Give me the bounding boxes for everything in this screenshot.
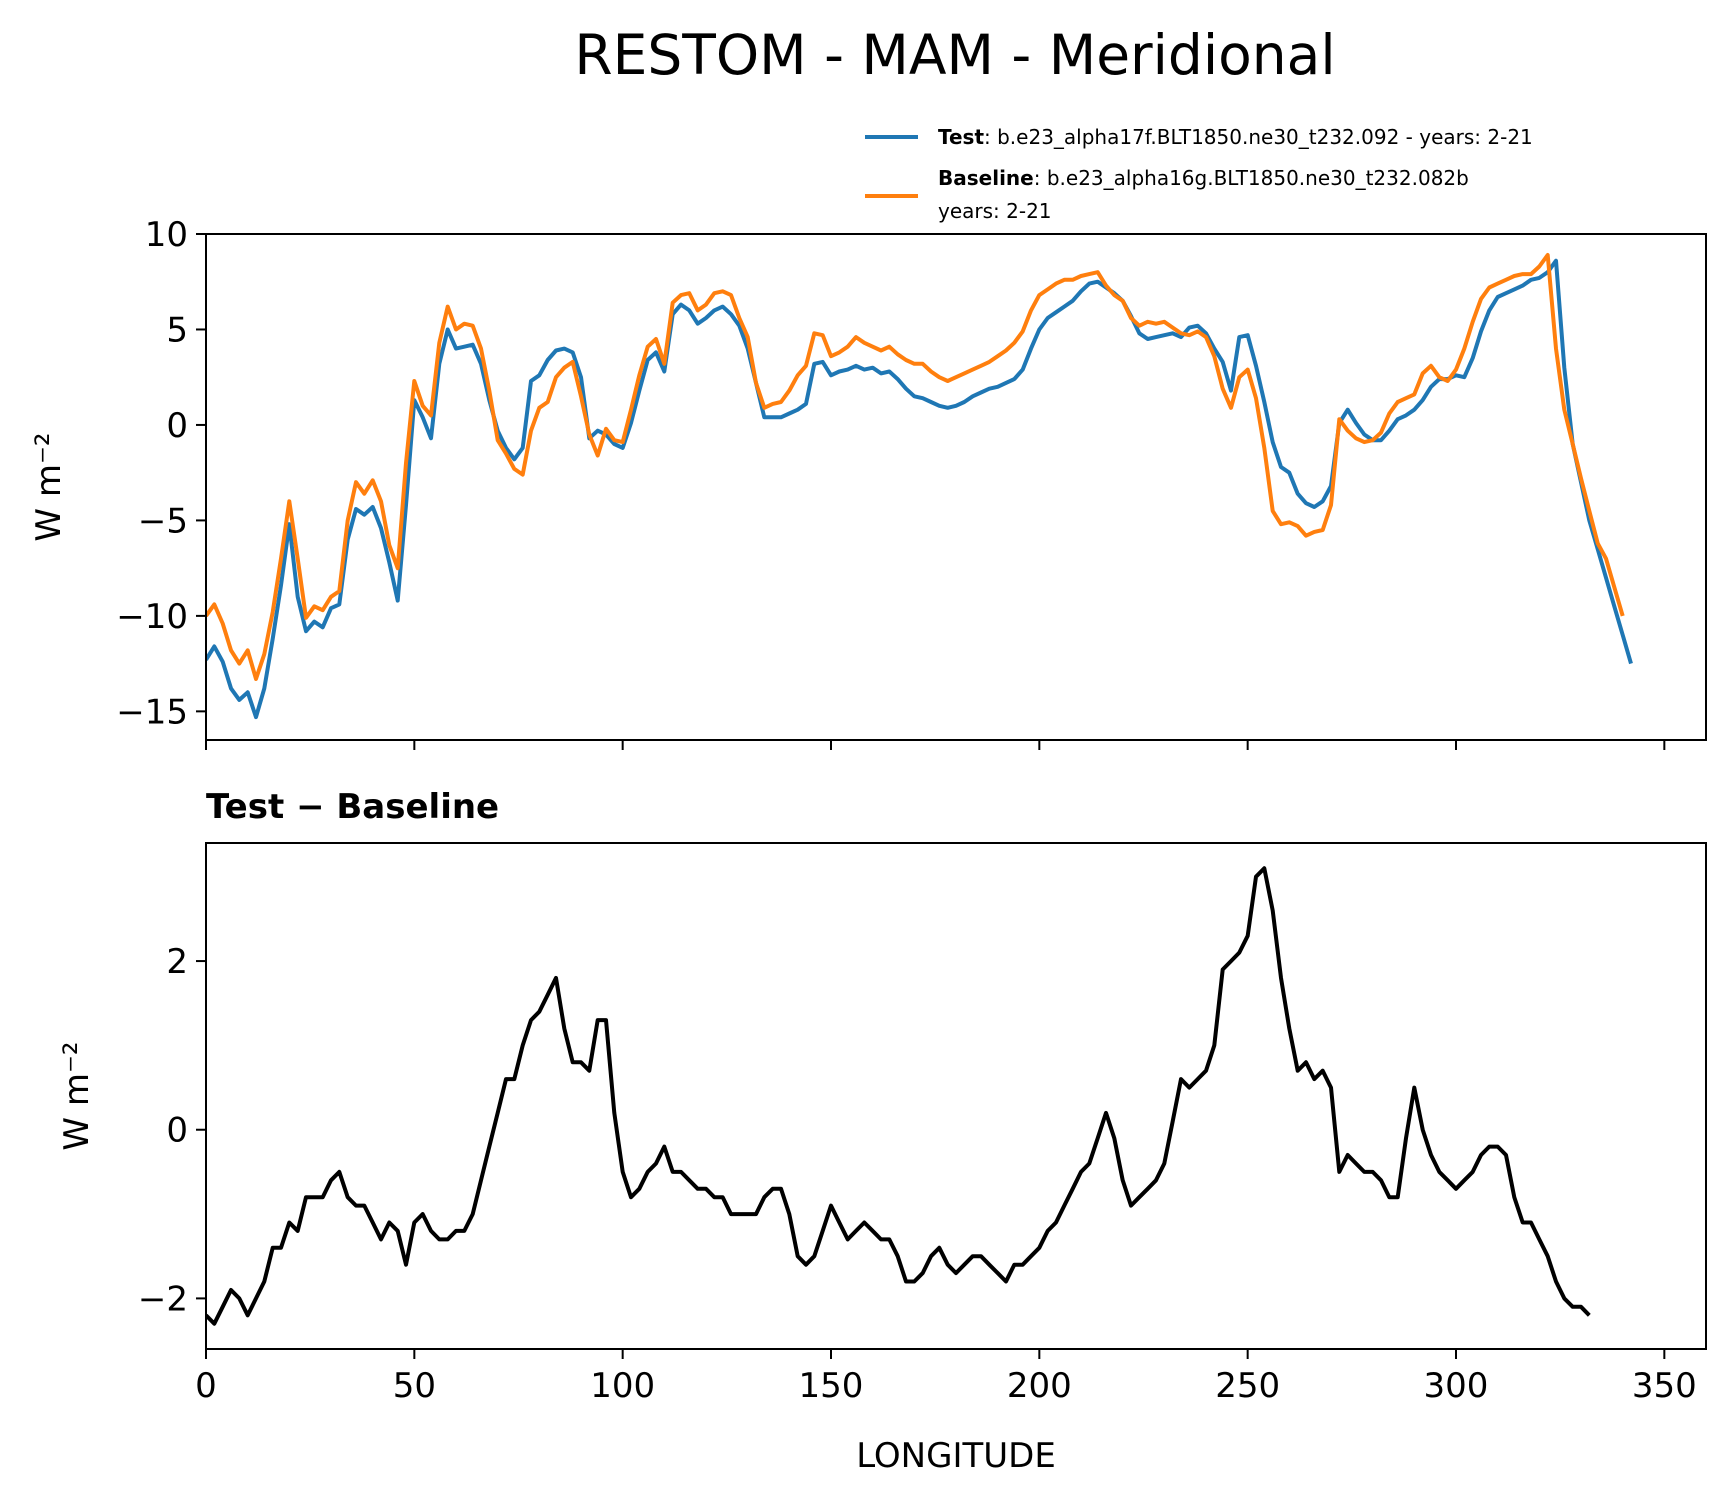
top-y-tick-label: 10	[145, 215, 188, 255]
top-axes-frame	[205, 233, 1707, 741]
bottom-y-axis-label: W m⁻²	[57, 1041, 97, 1150]
legend-baseline-name: Baseline	[938, 166, 1034, 190]
legend: Test: b.e23_alpha17f.BLT1850.ne30_t232.0…	[865, 125, 1533, 223]
top-y-ticks: −15 −10 −5 0 5 10	[116, 215, 206, 732]
top-panel: −15 −10 −5 0 5 10 W m⁻²	[29, 215, 1707, 750]
x-tick-label: 350	[1632, 1366, 1697, 1406]
bottom-y-tick-label: −2	[138, 1279, 188, 1319]
x-tick-label: 100	[590, 1366, 655, 1406]
bottom-y-ticks: −2 0 2	[138, 942, 206, 1319]
top-y-tick-label: −15	[116, 692, 188, 732]
top-y-tick-label: −5	[138, 501, 188, 541]
x-tick-label: 250	[1215, 1366, 1280, 1406]
legend-test-name: Test	[938, 125, 984, 149]
top-y-tick-label: 5	[166, 310, 188, 350]
x-axis-label: LONGITUDE	[856, 1436, 1056, 1476]
top-y-tick-label: −10	[116, 597, 188, 637]
x-tick-label: 150	[799, 1366, 864, 1406]
top-y-axis-label: W m⁻²	[29, 432, 69, 541]
top-series-line-baseline	[206, 253, 1625, 681]
bottom-series	[206, 866, 1591, 1326]
top-x-ticks	[205, 740, 1666, 750]
legend-baseline-years: years: 2-21	[938, 199, 1052, 223]
x-tick-label: 0	[195, 1366, 217, 1406]
bottom-y-tick-label: 0	[166, 1111, 188, 1151]
bottom-panel: Test − Baseline −2 0 2 0 50 100 150 200 250 300 3…	[57, 787, 1707, 1476]
x-tick-label: 50	[393, 1366, 436, 1406]
top-series-line-test	[206, 258, 1633, 720]
legend-baseline-label: Baseline: b.e23_alpha16g.BLT1850.ne30_t2…	[938, 166, 1469, 190]
bottom-series-line-test-baseline	[206, 866, 1591, 1326]
top-y-tick-label: 0	[166, 406, 188, 446]
top-series	[206, 253, 1633, 720]
figure-title: RESTOM - MAM - Meridional	[574, 23, 1335, 87]
legend-test-label: Test: b.e23_alpha17f.BLT1850.ne30_t232.0…	[938, 125, 1533, 149]
x-tick-label: 200	[1007, 1366, 1072, 1406]
x-tick-label: 300	[1424, 1366, 1489, 1406]
bottom-panel-title: Test − Baseline	[206, 787, 499, 827]
bottom-x-ticks: 0 50 100 150 200 250 300 350	[195, 1349, 1697, 1406]
legend-test-desc: : b.e23_alpha17f.BLT1850.ne30_t232.092 -…	[984, 125, 1533, 149]
bottom-y-tick-label: 2	[166, 942, 188, 982]
legend-baseline-desc: : b.e23_alpha16g.BLT1850.ne30_t232.082b	[1034, 166, 1469, 190]
bottom-axes-frame	[205, 842, 1707, 1350]
